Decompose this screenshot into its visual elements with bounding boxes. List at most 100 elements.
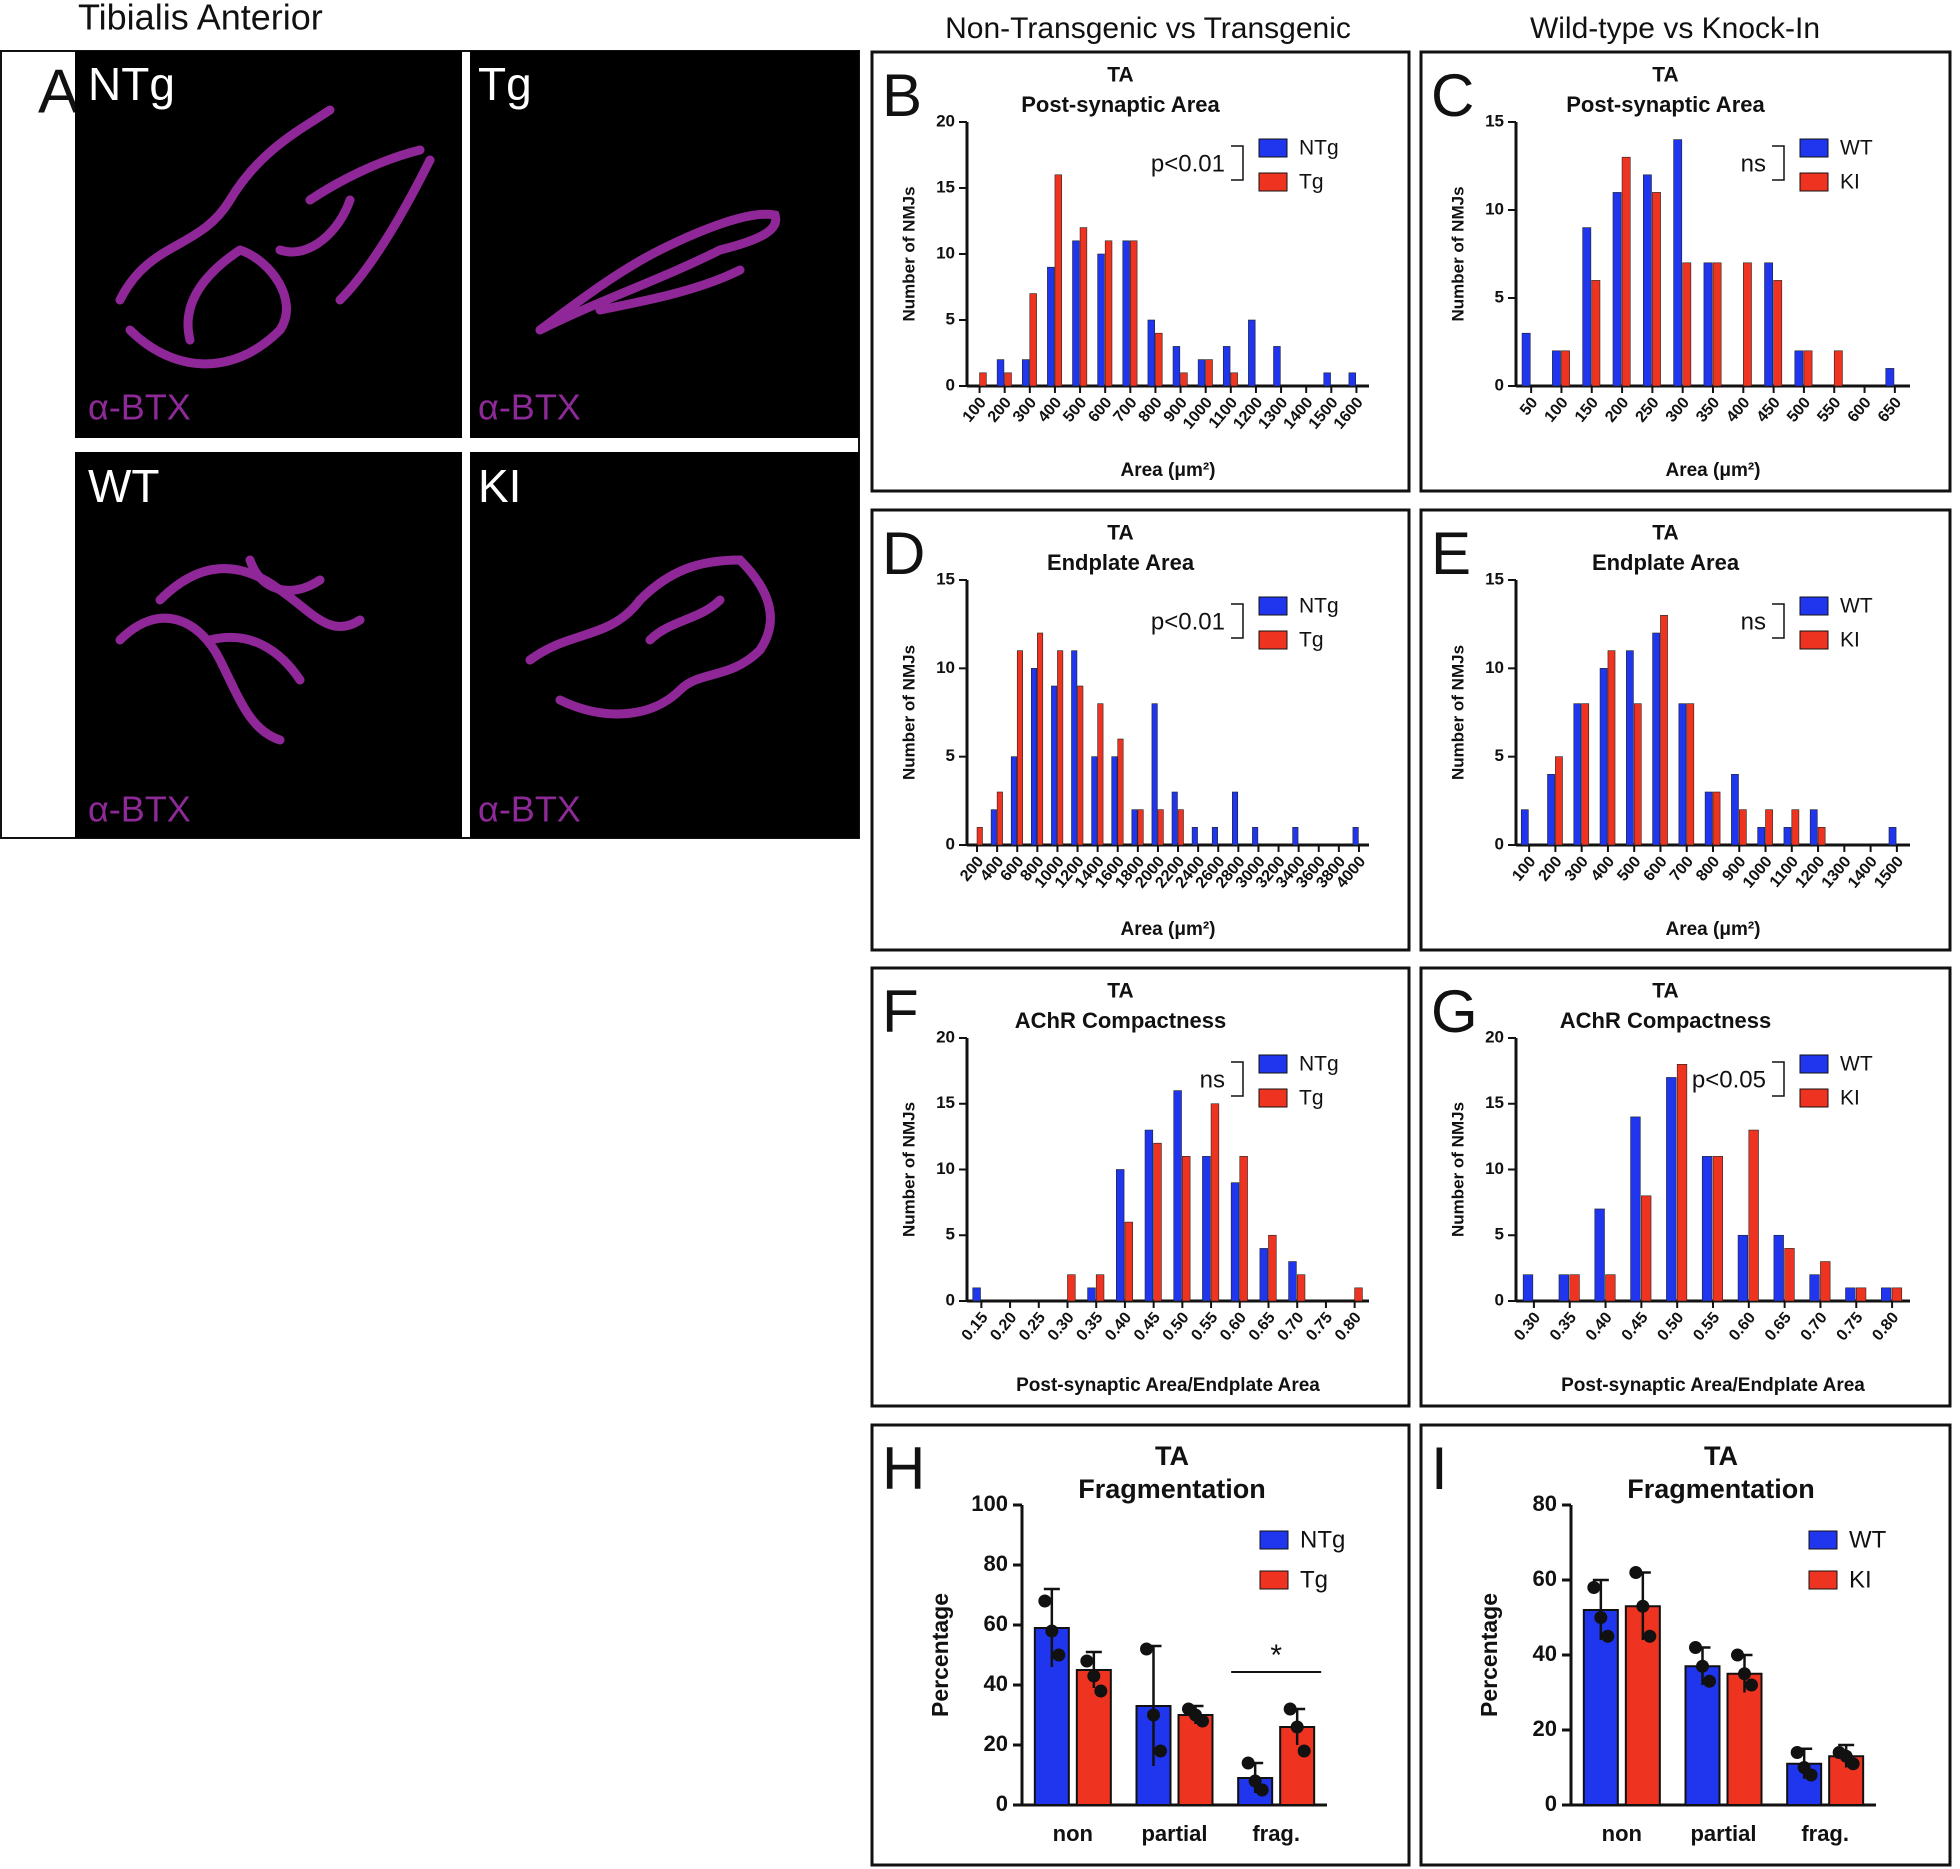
- x-tick-label: 500: [1784, 394, 1814, 425]
- y-tick-label: 0: [996, 1791, 1008, 1816]
- chart-subtitle: AChR Compactness: [1560, 1008, 1771, 1033]
- panel-border: [1419, 966, 1952, 1408]
- x-tick-label: 400: [1588, 853, 1618, 884]
- panel-letter: D: [882, 520, 925, 587]
- bar: [1211, 827, 1218, 846]
- bar: [1116, 1169, 1125, 1302]
- bar: [1791, 809, 1800, 846]
- chart-title: TA: [1107, 522, 1133, 545]
- significance-bracket: [1231, 603, 1244, 639]
- bar: [1573, 703, 1582, 846]
- legend-swatch: [1799, 596, 1829, 616]
- bar: [1783, 827, 1792, 846]
- x-tick-label: 200: [985, 394, 1015, 425]
- x-tick-label: 0.70: [1798, 1309, 1831, 1344]
- x-tick-label: 300: [1010, 394, 1040, 425]
- x-axis-label: Post-synaptic Area/Endplate Area: [1016, 1375, 1320, 1396]
- bar: [1173, 1090, 1182, 1302]
- chart-panel: E TA Endplate Area 0 5 10 15 100200300400500600…: [1419, 508, 1952, 952]
- bar: [1259, 1248, 1268, 1302]
- bar: [1594, 1208, 1605, 1302]
- bar: [1773, 1234, 1784, 1302]
- x-tick-label: 0.60: [1726, 1309, 1759, 1344]
- x-tick-label: 1300: [1819, 853, 1855, 891]
- x-axis-label: Area (μm²): [1120, 460, 1215, 481]
- bar: [1558, 1274, 1569, 1302]
- bar: [1117, 738, 1124, 846]
- data-point: [1643, 1629, 1657, 1643]
- bar: [1131, 809, 1138, 846]
- x-tick-label: 700: [1667, 853, 1697, 884]
- y-axis-label: Number of NMJs: [1448, 186, 1467, 321]
- panel-border: [1419, 50, 1952, 493]
- significance-bracket: [1231, 145, 1244, 181]
- legend-label: NTg: [1300, 1526, 1345, 1553]
- y-tick-label: 0: [946, 834, 955, 853]
- legend-swatch: [1799, 630, 1829, 650]
- x-tick-label: 50: [1517, 394, 1542, 419]
- y-axis-label: Number of NMJs: [899, 1102, 918, 1237]
- panel-letter: F: [882, 978, 919, 1045]
- x-axis-label: Area (μm²): [1120, 919, 1215, 940]
- data-point: [1731, 1648, 1744, 1662]
- chart-subtitle: Post-synaptic Area: [1021, 92, 1220, 117]
- significance-label: p<0.01: [1151, 608, 1225, 635]
- bar: [1521, 332, 1531, 387]
- bar: [1591, 280, 1601, 387]
- y-tick-label: 60: [984, 1611, 1008, 1636]
- bar: [1642, 174, 1652, 387]
- y-tick-label: 100: [971, 1491, 1008, 1516]
- stain-label: α-BTX: [478, 789, 581, 830]
- y-tick-label: 0: [1495, 375, 1504, 394]
- y-tick-label: 80: [984, 1551, 1008, 1576]
- x-tick-label: 0.50: [1160, 1309, 1193, 1344]
- x-tick-label: frag.: [1252, 1821, 1300, 1846]
- x-tick-label: 0.35: [1073, 1309, 1106, 1344]
- x-tick-label: frag.: [1801, 1821, 1849, 1846]
- image-label: Tg: [478, 58, 532, 110]
- legend-label: KI: [1840, 629, 1860, 652]
- bar: [1354, 1287, 1363, 1302]
- significance-label: ns: [1741, 150, 1766, 177]
- bar: [996, 791, 1003, 846]
- y-tick-label: 5: [946, 309, 955, 328]
- y-tick-label: 20: [984, 1731, 1008, 1756]
- bar: [1210, 1103, 1220, 1302]
- bar: [1091, 756, 1098, 846]
- y-axis-label: Number of NMJs: [1448, 645, 1467, 780]
- stain-label: α-BTX: [88, 387, 191, 428]
- bar: [1712, 262, 1722, 387]
- x-tick-label: 0.75: [1834, 1309, 1867, 1344]
- significance-label: ns: [1200, 1066, 1225, 1093]
- bar: [1151, 703, 1158, 846]
- x-tick-label: 0.80: [1332, 1309, 1365, 1344]
- data-point: [1587, 1581, 1601, 1594]
- bar: [1552, 350, 1561, 387]
- bar: [1097, 253, 1105, 387]
- y-tick-label: 15: [1485, 111, 1504, 130]
- y-tick-label: 5: [946, 746, 955, 765]
- bar: [1764, 262, 1774, 387]
- image-label: NTg: [88, 58, 175, 110]
- bar: [1703, 262, 1713, 387]
- micrograph: [75, 51, 462, 438]
- bar: [1666, 1077, 1677, 1302]
- y-tick-label: 0: [1545, 1791, 1557, 1816]
- data-point: [1297, 1744, 1311, 1758]
- bar: [1605, 1274, 1616, 1302]
- y-tick-label: 10: [936, 658, 955, 677]
- panel-border: [1419, 1423, 1952, 1867]
- bar: [1352, 827, 1359, 846]
- bar: [976, 827, 983, 846]
- bar: [1547, 774, 1555, 846]
- chart-title: TA: [1107, 64, 1133, 87]
- data-point: [1629, 1566, 1643, 1579]
- x-axis-label: Post-synaptic Area/Endplate Area: [1561, 1375, 1865, 1396]
- x-tick-label: 200: [1536, 853, 1566, 884]
- bar: [1171, 791, 1178, 846]
- bar: [1031, 668, 1038, 846]
- data-point: [1790, 1746, 1804, 1759]
- bar: [1621, 156, 1631, 387]
